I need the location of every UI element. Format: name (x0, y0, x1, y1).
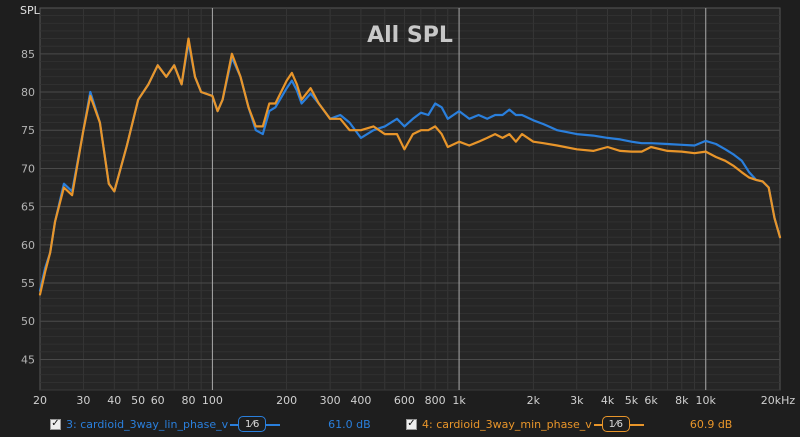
x-tick-label: 20kHz (761, 394, 796, 407)
series-1-value: 61.0 dB (328, 417, 371, 431)
x-tick-label: 200 (276, 394, 297, 407)
y-tick-label: 65 (21, 201, 35, 214)
x-tick-label: 20 (33, 394, 47, 407)
y-tick-labels: 85 80 75 70 65 60 55 50 45 (21, 48, 35, 367)
x-tick-labels: 20 30 40 50 60 80 100 200 300 400 600 800 1k 2k 3k 4k 5k… (33, 394, 795, 407)
y-tick-label: 70 (21, 162, 35, 175)
x-tick-label: 1k (452, 394, 466, 407)
x-tick-label: 6k (644, 394, 658, 407)
x-tick-label: 4k (601, 394, 615, 407)
major-grid (40, 8, 780, 390)
spl-chart: 85 80 75 70 65 60 55 50 45 20 30 40 50 60 80 100 200 300… (20, 4, 795, 407)
x-tick-label: 300 (320, 394, 341, 407)
series-2-line (38, 37, 782, 296)
legend-item-2: ✓ 4: cardioid_3way_min_phase_v 1⁄6 60.9 … (406, 411, 732, 437)
series-2-checkbox[interactable]: ✓ (406, 418, 417, 430)
y-tick-label: 50 (21, 315, 35, 328)
x-tick-label: 40 (107, 394, 121, 407)
x-tick-label: 80 (182, 394, 196, 407)
x-tick-label: 50 (131, 394, 145, 407)
y-tick-label: 45 (21, 353, 35, 366)
series-lines (38, 37, 782, 296)
chart-title: All SPL (367, 23, 453, 48)
y-tick-label: 85 (21, 48, 35, 61)
series-2-label[interactable]: 4: cardioid_3way_min_phase_v (422, 417, 592, 431)
x-tick-label: 2k (527, 394, 541, 407)
x-tick-label: 60 (151, 394, 165, 407)
series-1-label[interactable]: 3: cardioid_3way_lin_phase_v (66, 417, 229, 431)
x-tick-label: 100 (202, 394, 223, 407)
x-tick-label: 5k (625, 394, 639, 407)
y-tick-label: 75 (21, 124, 35, 137)
y-tick-label: 55 (21, 277, 35, 290)
x-tick-label: 600 (394, 394, 415, 407)
x-tick-label: 8k (675, 394, 689, 407)
series-1-checkbox[interactable]: ✓ (50, 418, 61, 430)
series-1-smoothing-value: 1⁄6 (238, 416, 267, 432)
series-1-smoothing-button[interactable]: 1⁄6 (230, 416, 281, 432)
x-tick-label: 800 (425, 394, 446, 407)
x-tick-label: 10k (696, 394, 717, 407)
series-2-smoothing-value: 1⁄6 (601, 416, 630, 432)
y-tick-label: 80 (21, 86, 35, 99)
series-2-value: 60.9 dB (689, 417, 733, 431)
x-tick-label: 30 (76, 394, 90, 407)
x-tick-label: 400 (350, 394, 371, 407)
legend-item-1: ✓ 3: cardioid_3way_lin_phase_v 1⁄6 61.0 … (50, 411, 371, 437)
series-2-smoothing-button[interactable]: 1⁄6 (593, 416, 644, 432)
y-tick-label: 60 (21, 239, 35, 252)
x-tick-label: 3k (570, 394, 584, 407)
y-axis-label: SPL (20, 4, 41, 17)
